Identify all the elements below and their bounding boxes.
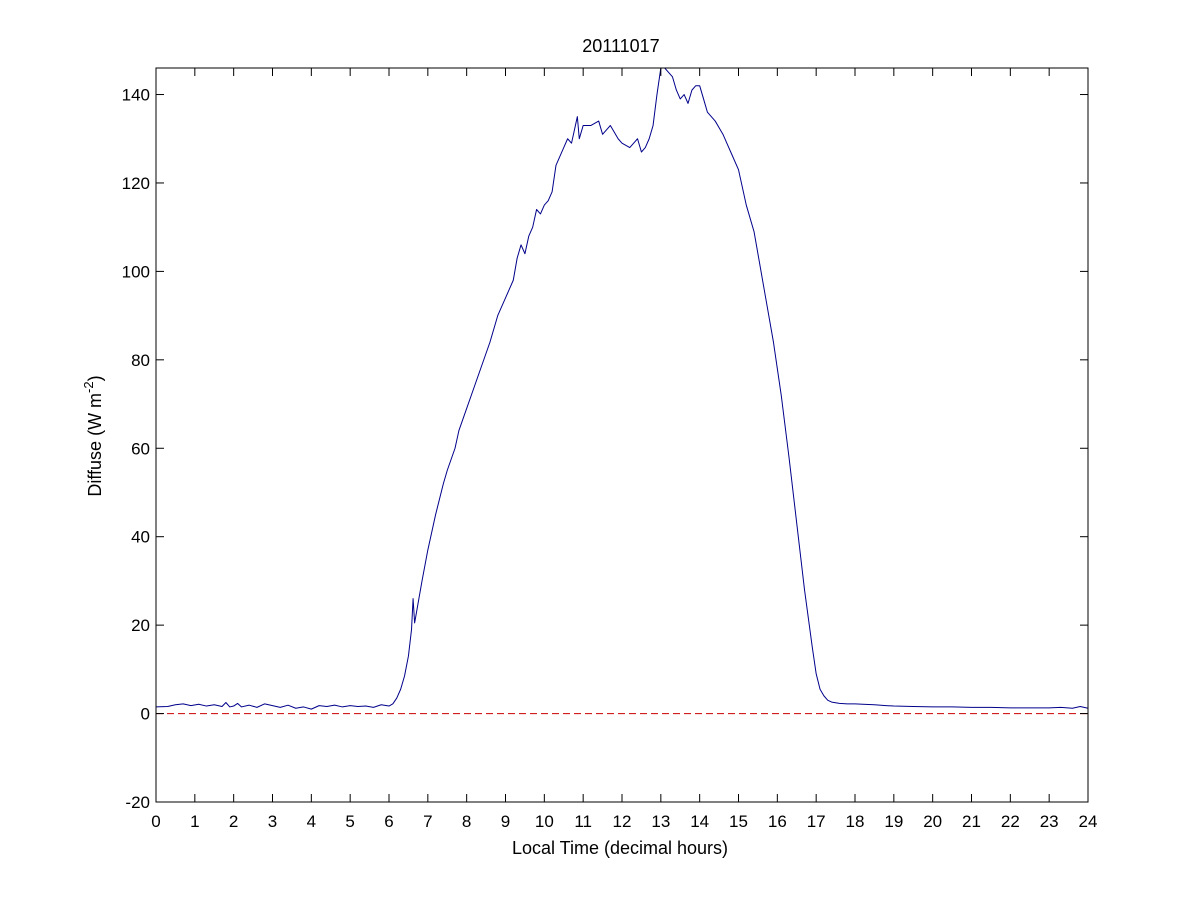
- x-tick-label: 12: [613, 812, 632, 831]
- x-tick-label: 17: [807, 812, 826, 831]
- x-tick-label: 8: [462, 812, 471, 831]
- x-tick-label: 19: [884, 812, 903, 831]
- x-tick-label: 21: [962, 812, 981, 831]
- y-tick-label: 40: [131, 528, 150, 547]
- y-axis-title: Diffuse (W m-2): [81, 375, 105, 496]
- x-axis-ticks: 0 1 2 3 4 5 6 7 8 9 10 11 12 13 14 15 16 17 18 19 20 21 22 23 24: [151, 68, 1097, 831]
- x-tick-label: 18: [846, 812, 865, 831]
- x-tick-label: 2: [229, 812, 238, 831]
- x-tick-label: 1: [190, 812, 199, 831]
- y-axis-title-main: Diffuse (W m: [85, 393, 105, 497]
- x-tick-label: 11: [574, 812, 592, 831]
- y-tick-label: 100: [122, 262, 150, 281]
- x-tick-label: 7: [423, 812, 432, 831]
- y-tick-label: -20: [125, 793, 150, 812]
- plot-area: [156, 68, 1088, 802]
- x-axis-title: Local Time (decimal hours): [512, 838, 728, 858]
- x-tick-label: 0: [151, 812, 160, 831]
- x-tick-label: 3: [268, 812, 277, 831]
- y-axis-ticks: -20 0 20 40 60 80 100 120 140: [122, 86, 1088, 812]
- y-tick-label: 20: [131, 616, 150, 635]
- y-tick-label: 60: [131, 439, 150, 458]
- x-tick-label: 14: [690, 812, 709, 831]
- y-axis-title-superscript: -2: [81, 381, 96, 393]
- chart-title: 20111017: [582, 36, 659, 56]
- y-tick-label: 140: [122, 86, 150, 105]
- x-tick-label: 5: [345, 812, 354, 831]
- x-tick-label: 13: [651, 812, 670, 831]
- y-tick-label: 0: [141, 705, 150, 724]
- x-tick-label: 23: [1040, 812, 1059, 831]
- x-tick-label: 24: [1079, 812, 1098, 831]
- y-tick-label: 120: [122, 174, 150, 193]
- x-tick-label: 20: [923, 812, 942, 831]
- x-tick-label: 22: [1001, 812, 1020, 831]
- x-tick-label: 6: [384, 812, 393, 831]
- x-tick-label: 4: [307, 812, 316, 831]
- y-axis-title-close: ): [85, 375, 105, 381]
- series-line-0: [155, 67, 1089, 710]
- x-tick-label: 16: [768, 812, 787, 831]
- x-tick-label: 10: [535, 812, 554, 831]
- x-tick-label: 9: [501, 812, 510, 831]
- series-group: [155, 67, 1089, 710]
- y-tick-label: 80: [131, 351, 150, 370]
- x-tick-label: 15: [729, 812, 748, 831]
